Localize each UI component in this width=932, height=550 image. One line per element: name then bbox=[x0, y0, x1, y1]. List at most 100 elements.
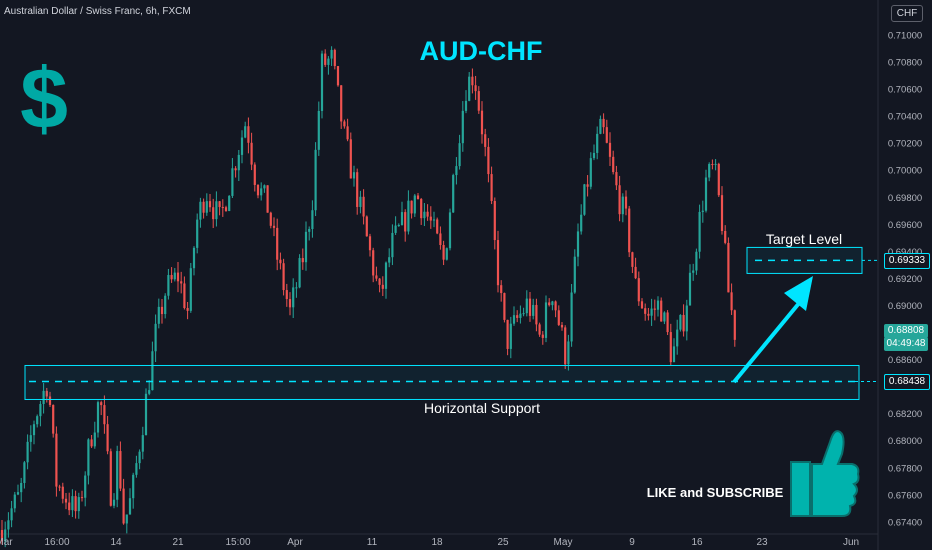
candle-body bbox=[701, 210, 704, 212]
candle-body bbox=[80, 497, 84, 499]
candle-body bbox=[320, 53, 324, 111]
support-price-label: 0.68438 bbox=[884, 374, 930, 391]
candle-body bbox=[292, 287, 295, 308]
time-axis[interactable]: Mar 16:00 14 21 15:00 Apr 11 18 25 May 9 16 23 Jun bbox=[0, 537, 859, 548]
currency-button[interactable]: CHF bbox=[891, 5, 923, 22]
candle-body bbox=[253, 164, 256, 185]
candle-body bbox=[528, 298, 532, 316]
candle-body bbox=[202, 201, 205, 213]
candle-body bbox=[103, 405, 106, 425]
candle-body bbox=[653, 308, 656, 310]
candle-body bbox=[698, 211, 701, 252]
candle-body bbox=[525, 298, 528, 314]
candle-body bbox=[423, 211, 426, 219]
candle-body bbox=[596, 133, 599, 153]
candle-body bbox=[314, 149, 317, 211]
candle-body bbox=[138, 451, 141, 464]
candle-body bbox=[452, 175, 455, 213]
candle-body bbox=[84, 475, 87, 498]
candle-body bbox=[176, 272, 180, 282]
candle-body bbox=[640, 301, 644, 309]
candle-body bbox=[263, 185, 266, 189]
price-tick-label: 0.70800 bbox=[888, 57, 922, 68]
candle-body bbox=[365, 216, 368, 237]
candle-body bbox=[708, 164, 711, 178]
support-label: Horizontal Support bbox=[424, 400, 540, 416]
candle-body bbox=[308, 229, 311, 232]
candle-body bbox=[375, 275, 378, 279]
candle-body bbox=[599, 118, 602, 134]
annotations: AUD-CHF Horizontal Support Target Level LIK… bbox=[24, 36, 878, 500]
candle-body bbox=[407, 200, 410, 232]
candle-body bbox=[7, 520, 10, 530]
candle-body bbox=[644, 308, 647, 314]
candle-body bbox=[221, 207, 224, 209]
target-zone bbox=[746, 246, 863, 274]
candle-body bbox=[42, 390, 45, 405]
candle-body bbox=[269, 212, 272, 226]
candle-body bbox=[151, 351, 154, 391]
candle-body bbox=[586, 184, 589, 187]
candle-body bbox=[410, 200, 413, 214]
target-arrow bbox=[732, 300, 802, 384]
candle-body bbox=[180, 281, 183, 284]
price-tick-label: 0.68600 bbox=[888, 355, 922, 366]
candle-body bbox=[503, 293, 506, 320]
candle-body bbox=[442, 245, 445, 260]
candle-body bbox=[420, 198, 423, 219]
candle-body bbox=[90, 439, 93, 447]
candle-body bbox=[256, 184, 260, 196]
candle-body bbox=[144, 393, 148, 436]
candle-body bbox=[397, 225, 400, 227]
candle-body bbox=[362, 196, 365, 217]
candle-body bbox=[343, 121, 346, 127]
candle-body bbox=[378, 278, 381, 285]
price-tick-label: 0.68000 bbox=[888, 436, 922, 447]
candle-body bbox=[215, 201, 218, 220]
candle-body bbox=[436, 219, 439, 234]
candle-body bbox=[612, 156, 615, 173]
candle-body bbox=[340, 85, 343, 122]
candle-body bbox=[96, 402, 100, 433]
candle-body bbox=[538, 324, 541, 335]
candle-body bbox=[266, 185, 269, 213]
candle-body bbox=[10, 508, 13, 521]
target-price-label: 0.69333 bbox=[884, 253, 930, 270]
candle-body bbox=[516, 315, 519, 318]
price-axis[interactable]: 0.71000 0.70800 0.70600 0.70400 0.70200 0.700… bbox=[888, 30, 922, 528]
time-tick-label: 14 bbox=[110, 537, 122, 548]
candle-body bbox=[32, 424, 36, 436]
chart-title: AUD-CHF bbox=[420, 36, 543, 66]
price-tick-label: 0.67600 bbox=[888, 490, 922, 501]
candle-body bbox=[570, 292, 573, 342]
time-tick-label: 23 bbox=[756, 537, 768, 548]
candle-body bbox=[551, 301, 554, 306]
candle-body bbox=[157, 306, 160, 324]
time-tick-label: 25 bbox=[497, 537, 509, 548]
candle-body bbox=[119, 451, 122, 489]
candle-body bbox=[68, 502, 71, 511]
candle-body bbox=[580, 214, 583, 232]
candle-body bbox=[509, 323, 512, 349]
candle-body bbox=[615, 172, 618, 186]
dollar-icon: $ bbox=[20, 51, 68, 147]
candle-body bbox=[506, 319, 509, 349]
candle-body bbox=[279, 259, 282, 264]
candle-body bbox=[660, 300, 663, 322]
candle-body bbox=[135, 463, 138, 475]
candle-body bbox=[109, 451, 112, 506]
candle-body bbox=[87, 439, 90, 476]
candle-body bbox=[4, 529, 7, 542]
candle-body bbox=[554, 301, 557, 311]
candle-body bbox=[461, 110, 464, 144]
candle-body bbox=[589, 158, 592, 187]
candle-body bbox=[468, 76, 471, 101]
candle-body bbox=[400, 212, 404, 226]
candle-body bbox=[496, 240, 500, 286]
candle-body bbox=[416, 195, 420, 199]
candle-body bbox=[237, 154, 240, 171]
candle-body bbox=[560, 324, 564, 328]
candle-body bbox=[656, 300, 660, 310]
